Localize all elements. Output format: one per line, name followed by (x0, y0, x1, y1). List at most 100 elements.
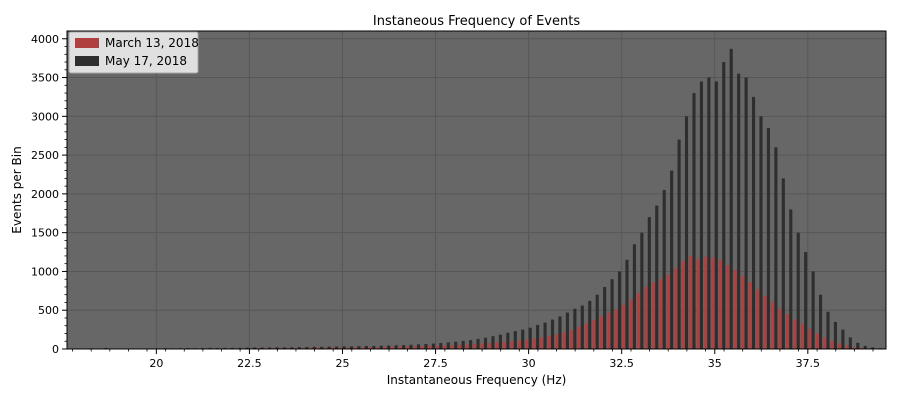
bar-may-53 (476, 338, 480, 349)
bar-may-75 (640, 232, 644, 349)
bar-march-61 (532, 338, 537, 349)
bar-may-69 (595, 294, 599, 349)
bar-march-34 (331, 347, 336, 349)
bar-may-59 (521, 329, 525, 349)
bar-may-101 (833, 321, 838, 349)
bar-may-45 (416, 344, 421, 349)
bar-may-93 (774, 147, 778, 349)
bar-march-78 (659, 279, 663, 349)
bar-march-76 (644, 286, 648, 349)
bar-may-104 (856, 342, 860, 349)
bar-may-82 (692, 93, 696, 349)
bar-may-106 (871, 347, 875, 349)
bar-march-101 (830, 341, 834, 349)
bar-may-25 (268, 347, 272, 349)
legend: March 13, 2018 May 17, 2018 (68, 31, 199, 74)
bar-march-67 (577, 326, 581, 349)
bar-may-32 (320, 346, 324, 349)
bar-may-73 (625, 259, 629, 349)
bar-march-83 (696, 259, 700, 349)
bar-may-22 (245, 347, 249, 349)
bar-may-3 (104, 347, 108, 349)
y-tick-label-5: 2500 (31, 149, 59, 162)
bar-march-86 (719, 259, 723, 349)
y-tick-label-8: 4000 (31, 33, 59, 46)
bar-may-38 (364, 346, 368, 349)
bar-may-85 (714, 81, 718, 349)
bar-march-60 (525, 339, 529, 349)
bar-may-37 (357, 346, 361, 349)
bar-may-42 (394, 345, 398, 349)
y-tick-label-6: 3000 (31, 110, 59, 123)
bar-march-105 (860, 347, 864, 349)
bar-march-69 (592, 319, 596, 349)
bar-march-65 (562, 332, 566, 349)
bar-may-56 (498, 334, 502, 349)
bar-may-90 (751, 96, 756, 350)
bar-may-61 (536, 324, 540, 349)
x-tick-label-2: 25 (335, 357, 349, 370)
bar-march-29 (294, 347, 298, 349)
plot-frame (66, 30, 887, 350)
bar-march-39 (369, 347, 373, 349)
bar-march-74 (629, 299, 633, 349)
bar-may-29 (297, 347, 301, 349)
bar-may-94 (781, 178, 785, 349)
bar-may-84 (707, 77, 711, 349)
bar-march-72 (614, 309, 618, 349)
bar-may-80 (677, 139, 681, 349)
bar-march-92 (763, 296, 767, 349)
bar-march-42 (391, 346, 395, 349)
bar-march-51 (458, 344, 462, 349)
bar-march-52 (465, 344, 470, 349)
bar-may-51 (461, 340, 465, 349)
bar-may-60 (528, 327, 532, 349)
bar-march-43 (398, 346, 403, 349)
bar-may-86 (722, 62, 726, 350)
bar-may-74 (632, 244, 636, 349)
bar-march-64 (555, 334, 559, 349)
bar-march-53 (473, 343, 477, 349)
bar-march-89 (741, 276, 745, 349)
bar-may-102 (841, 329, 845, 349)
bar-march-36 (346, 347, 350, 349)
bar-may-64 (558, 316, 562, 349)
bar-may-54 (483, 337, 488, 349)
bar-may-63 (550, 319, 555, 349)
bar-march-91 (756, 289, 760, 349)
bar-march-54 (480, 343, 484, 349)
bar-may-87 (729, 48, 733, 350)
bar-march-30 (302, 347, 306, 349)
bar-may-91 (759, 116, 763, 349)
bar-may-33 (327, 346, 331, 349)
bar-may-20 (230, 347, 234, 349)
bar-may-47 (431, 343, 435, 349)
bar-may-99 (818, 294, 823, 349)
bar-march-45 (413, 346, 417, 349)
bar-may-98 (811, 271, 815, 349)
bar-may-17 (208, 347, 212, 349)
bar-may-65 (565, 312, 569, 349)
x-tick-label-1: 22.5 (237, 357, 262, 370)
x-tick-label-0: 20 (149, 357, 163, 370)
bar-march-88 (733, 269, 738, 349)
y-tick-label-4: 2000 (31, 188, 59, 201)
bar-may-36 (349, 346, 354, 349)
bar-march-85 (711, 257, 715, 349)
bar-may-76 (647, 217, 651, 349)
legend-label-march-13-2018: March 13, 2018 (105, 36, 199, 50)
bar-may-58 (513, 331, 517, 349)
bar-march-31 (309, 347, 313, 349)
chart-title: Instaneous Frequency of Events (373, 14, 580, 29)
bar-may-105 (863, 345, 867, 349)
bar-may-40 (379, 345, 383, 349)
bar-march-40 (376, 346, 380, 349)
y-tick-label-7: 3500 (31, 72, 59, 85)
bar-may-34 (335, 346, 339, 349)
bar-may-30 (305, 346, 309, 349)
bar-may-66 (573, 308, 577, 349)
y-tick-label-1: 500 (38, 304, 59, 317)
bar-march-59 (518, 340, 522, 349)
bar-march-32 (317, 347, 321, 349)
